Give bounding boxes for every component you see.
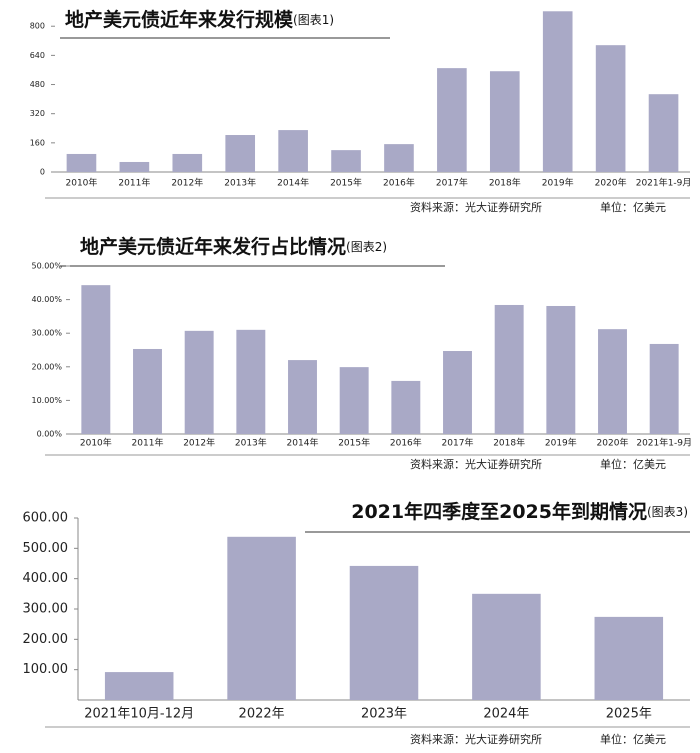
bar: [104, 672, 174, 700]
y-tick-label: 500.00: [23, 541, 69, 556]
bar: [472, 593, 541, 700]
x-tick-label: 2014年: [277, 177, 309, 189]
x-tick-label: 2013年: [235, 437, 267, 449]
bar: [278, 130, 308, 172]
bar: [437, 68, 467, 172]
bar: [172, 153, 203, 172]
x-tick-label: 2011年: [118, 177, 150, 189]
x-tick-label: 2021年1-9月: [636, 437, 692, 449]
chart: 地产美元债近年来发行占比情况(图表2) 0.00% 10.00% 20.00% 30.0…: [31, 235, 691, 472]
title-text: 地产美元债近年来发行规模: [65, 8, 294, 31]
bar: [66, 153, 97, 172]
bar: [546, 305, 576, 434]
x-tick-label: 2018年: [493, 437, 525, 449]
y-tick-label: 400.00: [23, 571, 69, 586]
y-tick-label: 40.00%: [31, 295, 62, 304]
bar: [225, 135, 256, 172]
subtitle: (图表1): [293, 13, 334, 27]
x-tick-label: 2015年: [330, 177, 362, 189]
chart: 2021年四季度至2025年到期情况(图表3) 100.00 200.00 300.0…: [23, 500, 690, 746]
x-tick-label: 2020年: [595, 177, 627, 189]
x-tick-label: 2023年: [361, 707, 407, 722]
y-tick-label: 320: [30, 109, 45, 118]
y-tick-label: 10.00%: [31, 396, 62, 405]
x-tick-label: 2012年: [183, 437, 215, 449]
y-tick-label: 50.00%: [31, 262, 62, 271]
y-tick-label: 800: [30, 22, 45, 31]
bar: [288, 360, 317, 434]
x-tick-label: 2011年: [132, 437, 164, 449]
y-tick-label: 640: [30, 51, 45, 60]
bar: [133, 348, 162, 434]
unit: 单位：亿美元: [600, 732, 666, 746]
chart: 地产美元债近年来发行规模(图表1) 0 160 320 480 640 800 2010年 20…: [30, 8, 692, 215]
y-tick-label: 480: [30, 80, 45, 89]
bar: [489, 71, 520, 172]
bar: [331, 150, 361, 172]
x-tick-label: 2015年: [338, 437, 370, 449]
x-tick-label: 2018年: [489, 177, 521, 189]
title-text: 地产美元债近年来发行占比情况: [80, 235, 346, 258]
bar: [384, 144, 414, 172]
bar: [594, 616, 664, 700]
bar: [598, 329, 627, 434]
bar: [184, 330, 214, 434]
y-tick-label: 160: [30, 138, 45, 147]
x-tick-label: 2019年: [545, 437, 577, 449]
x-tick-label: 2016年: [390, 437, 422, 449]
source: 资料来源：光大证券研究所: [410, 732, 542, 746]
bar: [119, 161, 150, 172]
subtitle: (图表3): [647, 505, 688, 519]
bar: [494, 304, 524, 434]
x-tick-label: 2013年: [224, 177, 256, 189]
x-tick-label: 2025年: [606, 707, 652, 722]
chart-title: 地产美元债近年来发行规模(图表1): [65, 8, 334, 31]
x-tick-label: 2019年: [542, 177, 574, 189]
x-tick-label: 2012年: [171, 177, 203, 189]
y-tick-label: 0: [40, 168, 45, 177]
bar: [648, 94, 679, 172]
unit: 单位：亿美元: [600, 457, 666, 471]
y-tick-label: 30.00%: [31, 329, 62, 338]
bar: [339, 367, 369, 434]
x-tick-label: 2024年: [483, 707, 529, 722]
y-tick-label: 600.00: [23, 511, 69, 526]
bar: [649, 343, 679, 434]
y-tick-label: 300.00: [23, 602, 69, 617]
x-tick-label: 2014年: [287, 437, 319, 449]
title-text: 2021年四季度至2025年到期情况: [351, 500, 647, 523]
y-tick-label: 0.00%: [37, 430, 63, 439]
source: 资料来源：光大证券研究所: [410, 200, 542, 214]
bar: [595, 45, 626, 172]
bar: [236, 329, 266, 434]
bar: [81, 285, 111, 434]
x-tick-label: 2017年: [442, 437, 474, 449]
unit: 单位：亿美元: [600, 200, 666, 214]
bar: [391, 380, 421, 434]
x-tick-label: 2021年1-9月: [636, 177, 692, 189]
x-tick-label: 2016年: [383, 177, 415, 189]
x-tick-label: 2010年: [80, 437, 112, 449]
x-tick-label: 2022年: [239, 707, 285, 722]
x-tick-label: 2017年: [436, 177, 468, 189]
y-tick-label: 200.00: [23, 632, 69, 647]
chart-title: 地产美元债近年来发行占比情况(图表2): [80, 235, 387, 258]
bar: [443, 351, 472, 434]
y-tick-label: 100.00: [23, 662, 69, 677]
source: 资料来源：光大证券研究所: [410, 457, 542, 471]
x-tick-label: 2021年10月-12月: [84, 707, 194, 722]
y-tick-label: 20.00%: [31, 362, 62, 371]
bar: [349, 565, 419, 700]
bar: [542, 11, 573, 173]
subtitle: (图表2): [346, 240, 387, 254]
bar: [227, 536, 296, 700]
x-tick-label: 2010年: [66, 177, 98, 189]
chart-title: 2021年四季度至2025年到期情况(图表3): [351, 500, 688, 523]
x-tick-label: 2020年: [597, 437, 629, 449]
